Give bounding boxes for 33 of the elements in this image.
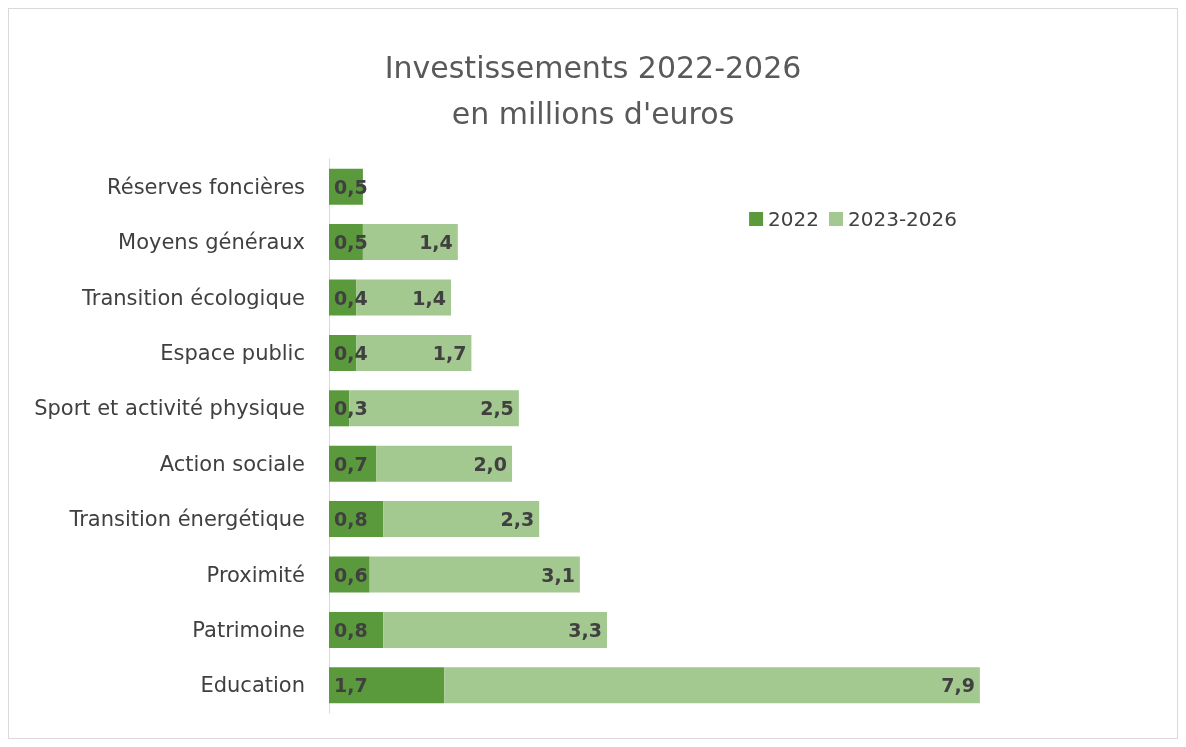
bar (376, 445, 513, 482)
chart-title: Investissements 2022-2026 en millions d'euros (384, 49, 802, 131)
data-label: 2,3 (500, 508, 535, 531)
legend-label: 2022 (768, 207, 819, 231)
y-tick-label: Education (200, 673, 305, 698)
y-tick-label: Transition énergétique (68, 507, 305, 532)
y-tick-label: Moyens généraux (118, 230, 305, 255)
legend-label: 2023-2026 (847, 207, 957, 231)
y-tick-label: Action sociale (159, 451, 305, 476)
data-label: 3,3 (568, 618, 602, 641)
data-label: 1,4 (419, 231, 453, 254)
bar (444, 667, 980, 704)
data-label: 1,4 (412, 286, 447, 309)
data-label: 2,0 (473, 452, 508, 475)
y-tick-label: Réserves foncières (107, 174, 305, 199)
bar (369, 556, 580, 593)
data-label: 1,7 (432, 341, 467, 364)
bar (383, 611, 607, 648)
data-label: 0,6 (334, 563, 368, 586)
data-label: 0,7 (334, 452, 368, 475)
data-label: 3,1 (541, 563, 575, 586)
y-tick-label: Sport et activité physique (34, 396, 305, 421)
data-label: 0,8 (334, 508, 368, 531)
y-tick-label: Transition écologique (81, 285, 305, 310)
bar (383, 501, 540, 538)
data-label: 7,9 (941, 674, 975, 697)
y-tick-label: Proximité (206, 562, 305, 587)
data-label: 1,7 (334, 674, 368, 697)
y-tick-label: Espace public (160, 340, 305, 365)
data-label: 2,5 (480, 397, 514, 420)
bar (329, 667, 445, 704)
data-label: 0,8 (334, 618, 368, 641)
y-tick-label: Patrimoine (192, 617, 305, 642)
